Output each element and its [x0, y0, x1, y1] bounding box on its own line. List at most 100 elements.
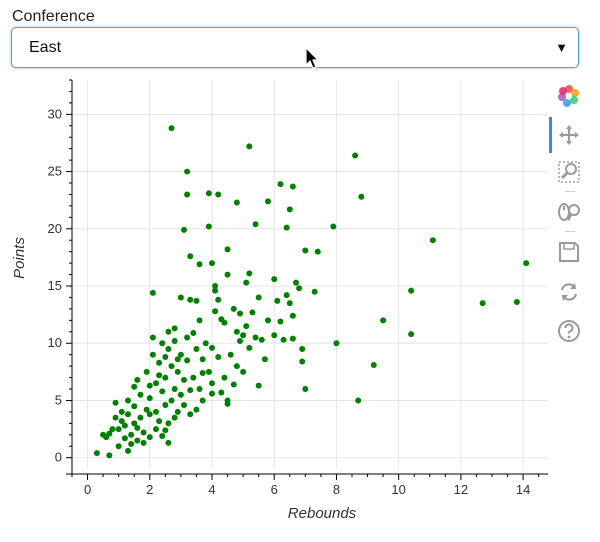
data-point — [215, 191, 222, 198]
data-point — [289, 183, 296, 190]
data-point — [233, 328, 240, 335]
x-tick-label: 0 — [84, 482, 91, 497]
data-point — [299, 345, 306, 352]
data-point — [156, 372, 163, 379]
axes: 0 5 10 15 20 25 30 0 2 4 6 8 10 12 14 — [48, 79, 548, 497]
data-point — [330, 223, 337, 230]
x-tick-label: 14 — [516, 482, 530, 497]
wheel-zoom-icon[interactable] — [557, 200, 581, 224]
data-point — [153, 426, 159, 433]
data-point — [261, 356, 268, 363]
data-point — [523, 260, 530, 267]
data-point — [165, 420, 172, 427]
bokeh-logo-icon[interactable] — [557, 84, 581, 108]
data-point — [174, 368, 181, 375]
data-point — [227, 351, 234, 358]
x-axis-title: Rebounds — [288, 505, 357, 522]
reset-icon[interactable] — [557, 280, 581, 304]
scatter-points — [93, 125, 530, 459]
data-point — [165, 345, 172, 352]
help-icon[interactable] — [557, 319, 581, 343]
data-point — [333, 340, 340, 347]
data-point — [190, 329, 197, 336]
data-point — [184, 334, 191, 341]
data-point — [240, 332, 247, 339]
data-point — [184, 168, 191, 175]
data-point — [143, 368, 150, 375]
data-point — [258, 336, 265, 343]
data-point — [159, 388, 166, 395]
data-point — [153, 408, 159, 415]
data-point — [177, 391, 184, 398]
data-point — [265, 198, 271, 205]
save-icon[interactable] — [557, 240, 581, 264]
data-point — [293, 279, 299, 286]
data-point — [134, 424, 141, 431]
data-point — [280, 336, 287, 343]
data-point — [112, 399, 119, 406]
dropdown-caret-icon: ▼ — [555, 40, 568, 55]
data-point — [271, 332, 278, 339]
conference-select[interactable]: East ▼ — [11, 27, 579, 68]
data-point — [205, 368, 212, 375]
data-point — [134, 437, 141, 444]
data-point — [171, 414, 178, 421]
data-point — [355, 397, 362, 404]
data-point — [209, 344, 215, 351]
data-point — [252, 334, 259, 341]
data-point — [277, 181, 284, 188]
box-zoom-icon[interactable] — [557, 160, 581, 184]
data-point — [162, 427, 169, 434]
data-point — [246, 270, 253, 277]
toolbar-separator — [565, 231, 575, 232]
data-point — [243, 279, 250, 286]
x-tick-label: 12 — [454, 482, 468, 497]
toolbar-separator — [565, 191, 575, 192]
data-point — [218, 389, 225, 396]
data-point — [106, 430, 113, 437]
data-point — [162, 402, 169, 409]
data-point — [134, 376, 141, 383]
data-point — [162, 374, 169, 381]
data-point — [165, 328, 172, 335]
data-point — [106, 452, 113, 459]
data-point — [283, 224, 290, 231]
data-point — [370, 361, 377, 368]
data-point — [255, 294, 262, 301]
data-point — [171, 386, 178, 393]
x-tick-label: 4 — [208, 482, 215, 497]
data-point — [125, 397, 131, 404]
data-point — [289, 335, 296, 342]
data-point — [125, 411, 131, 418]
data-point — [187, 387, 194, 394]
data-point — [156, 418, 163, 425]
conference-select-value: East — [29, 39, 62, 56]
data-point — [159, 340, 166, 347]
data-point — [118, 418, 125, 425]
data-point — [187, 411, 194, 418]
y-axis-title: Points — [11, 237, 28, 279]
data-point — [149, 351, 156, 358]
data-point — [408, 331, 415, 338]
data-point — [255, 382, 262, 389]
data-point — [137, 414, 144, 421]
data-point — [121, 422, 128, 429]
data-point — [115, 426, 122, 433]
data-point — [171, 325, 178, 332]
data-point — [174, 356, 181, 363]
data-point — [128, 440, 135, 447]
data-point — [302, 247, 309, 254]
data-point — [181, 226, 187, 233]
data-point — [140, 439, 147, 446]
y-tick-label: 5 — [55, 392, 62, 407]
data-point — [143, 406, 150, 413]
data-point — [221, 374, 228, 381]
data-point — [174, 408, 181, 415]
x-tick-label: 6 — [271, 482, 278, 497]
active-tool-indicator — [549, 117, 552, 153]
pan-icon[interactable] — [557, 123, 581, 147]
data-point — [146, 395, 153, 402]
scatter-plot[interactable]: 0 5 10 15 20 25 30 0 2 4 6 8 10 12 14 Rebounds Points — [0, 76, 548, 538]
data-point — [149, 289, 156, 296]
data-point — [156, 359, 163, 366]
